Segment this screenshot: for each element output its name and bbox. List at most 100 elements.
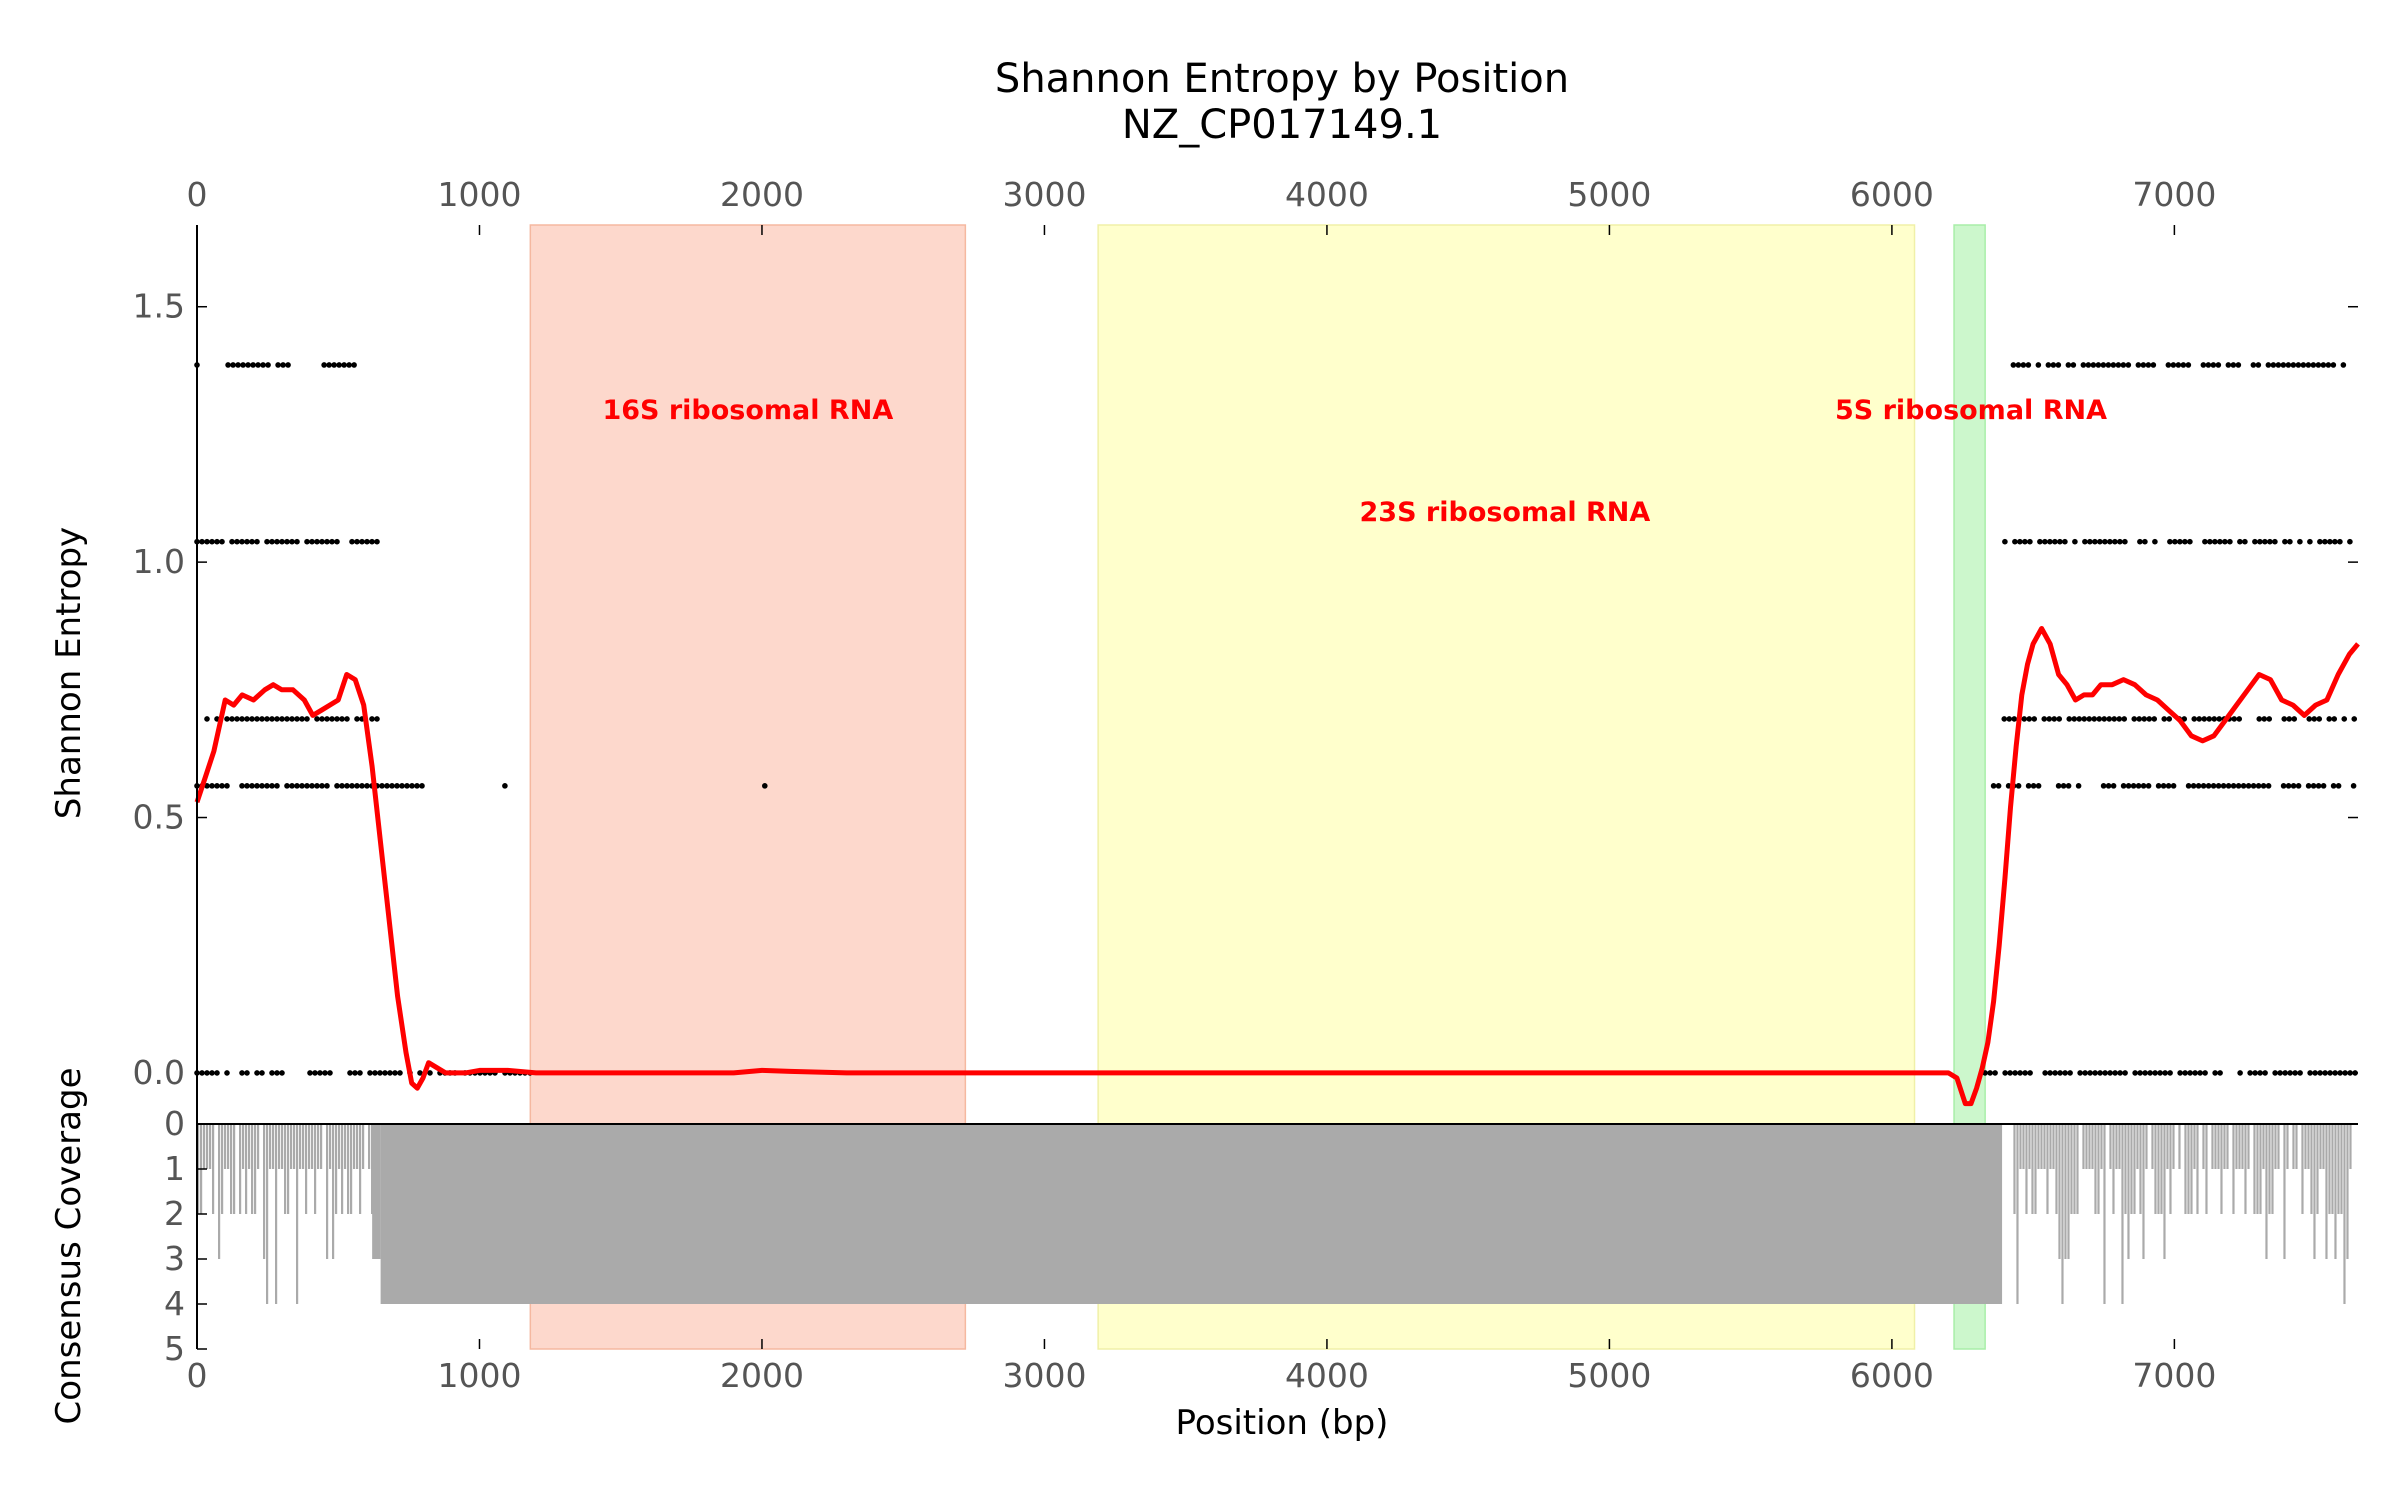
entropy-point — [209, 538, 215, 545]
entropy-point — [214, 1070, 220, 1076]
entropy-point — [2152, 1070, 2158, 1076]
entropy-point — [384, 783, 390, 789]
entropy-point — [2002, 1070, 2008, 1076]
coverage-bar — [257, 1124, 260, 1169]
entropy-point — [274, 783, 280, 789]
coverage-bar — [2136, 1124, 2139, 1169]
coverage-tick-label: 2 — [164, 1194, 185, 1233]
entropy-point — [2290, 362, 2297, 368]
entropy-point — [369, 538, 375, 545]
entropy-point — [379, 783, 385, 789]
entropy-point — [344, 783, 350, 789]
entropy-point — [265, 362, 271, 368]
entropy-point — [2311, 716, 2318, 722]
entropy-point — [2166, 716, 2173, 722]
entropy-point — [2257, 538, 2263, 545]
entropy-point — [219, 783, 225, 789]
entropy-point — [2097, 1070, 2103, 1076]
coverage-bar — [2346, 1124, 2349, 1259]
coverage-bar — [2103, 1124, 2106, 1304]
entropy-point — [324, 538, 330, 545]
entropy-point — [2231, 716, 2238, 722]
entropy-point — [2320, 783, 2327, 789]
entropy-point — [2165, 362, 2172, 368]
entropy-point — [352, 1070, 358, 1076]
x-tick-label: 1000 — [437, 1356, 521, 1395]
entropy-point — [249, 716, 255, 722]
entropy-point — [2102, 1070, 2108, 1076]
x-tick-label: 3000 — [1002, 1356, 1086, 1395]
coverage-bar — [2172, 1124, 2175, 1169]
coverage-bar — [221, 1124, 224, 1214]
coverage-bar — [245, 1124, 248, 1214]
axes: 0010001000200020003000300040004000500050… — [133, 175, 2358, 1395]
entropy-point — [2041, 716, 2048, 722]
entropy-point — [2046, 716, 2053, 722]
entropy-point — [199, 538, 205, 545]
coverage-bar — [272, 1124, 275, 1169]
entropy-point — [2207, 538, 2213, 545]
coverage-bar — [332, 1124, 335, 1259]
entropy-point — [357, 1070, 363, 1076]
coverage-bar — [2331, 1124, 2334, 1214]
entropy-point — [374, 716, 380, 722]
entropy-point — [2151, 716, 2158, 722]
entropy-point — [2052, 538, 2058, 545]
coverage-bar — [2052, 1124, 2055, 1169]
coverage-bar — [269, 1124, 272, 1169]
entropy-point — [2332, 538, 2338, 545]
entropy-point — [312, 1070, 318, 1076]
entropy-point — [279, 1070, 285, 1076]
entropy-point — [324, 783, 330, 789]
entropy-point — [317, 1070, 323, 1076]
smoothed-entropy-line — [194, 626, 2360, 1107]
top-x-tick-label: 0 — [187, 175, 208, 214]
entropy-point — [419, 783, 425, 789]
coverage-bar — [2097, 1124, 2100, 1214]
entropy-point — [2147, 1070, 2153, 1076]
coverage-bar — [2337, 1124, 2340, 1214]
entropy-point — [2315, 783, 2322, 789]
coverage-bar — [206, 1124, 209, 1169]
entropy-point — [2065, 783, 2072, 789]
entropy-point — [2192, 1070, 2198, 1076]
coverage-bar — [2205, 1124, 2208, 1214]
entropy-point — [2077, 1070, 2083, 1076]
entropy-point — [2145, 362, 2152, 368]
entropy-point — [304, 716, 310, 722]
entropy-point — [2030, 783, 2037, 789]
region-label: 5S ribosomal RNA — [1835, 395, 2107, 426]
entropy-point — [275, 362, 281, 368]
coverage-bar — [2268, 1124, 2271, 1214]
entropy-point — [289, 783, 295, 789]
coverage-bar — [233, 1124, 236, 1214]
entropy-point — [2265, 783, 2272, 789]
coverage-bar — [2190, 1124, 2193, 1214]
coverage-bar — [2187, 1124, 2190, 1214]
entropy-point — [240, 362, 246, 368]
coverage-bar — [2121, 1124, 2124, 1304]
entropy-point — [2291, 716, 2298, 722]
entropy-point — [255, 362, 261, 368]
coverage-bar — [2064, 1124, 2067, 1259]
entropy-point — [2100, 362, 2107, 368]
entropy-point — [2295, 783, 2302, 789]
coverage-bar — [2259, 1124, 2262, 1214]
coverage-bar — [2277, 1124, 2280, 1169]
entropy-point — [339, 716, 345, 722]
entropy-point — [229, 538, 235, 545]
entropy-point — [2205, 783, 2212, 789]
entropy-point — [304, 538, 310, 545]
coverage-bar — [2244, 1124, 2247, 1214]
entropy-point — [225, 362, 231, 368]
entropy-point — [2112, 1070, 2118, 1076]
entropy-point — [244, 1070, 250, 1076]
entropy-point — [324, 716, 330, 722]
entropy-point — [2212, 538, 2218, 545]
entropy-point — [2340, 362, 2347, 368]
entropy-point — [2026, 716, 2033, 722]
entropy-point — [2177, 1070, 2183, 1076]
entropy-point — [321, 362, 327, 368]
coverage-bar — [2076, 1124, 2079, 1214]
coverage-bar — [305, 1124, 308, 1214]
